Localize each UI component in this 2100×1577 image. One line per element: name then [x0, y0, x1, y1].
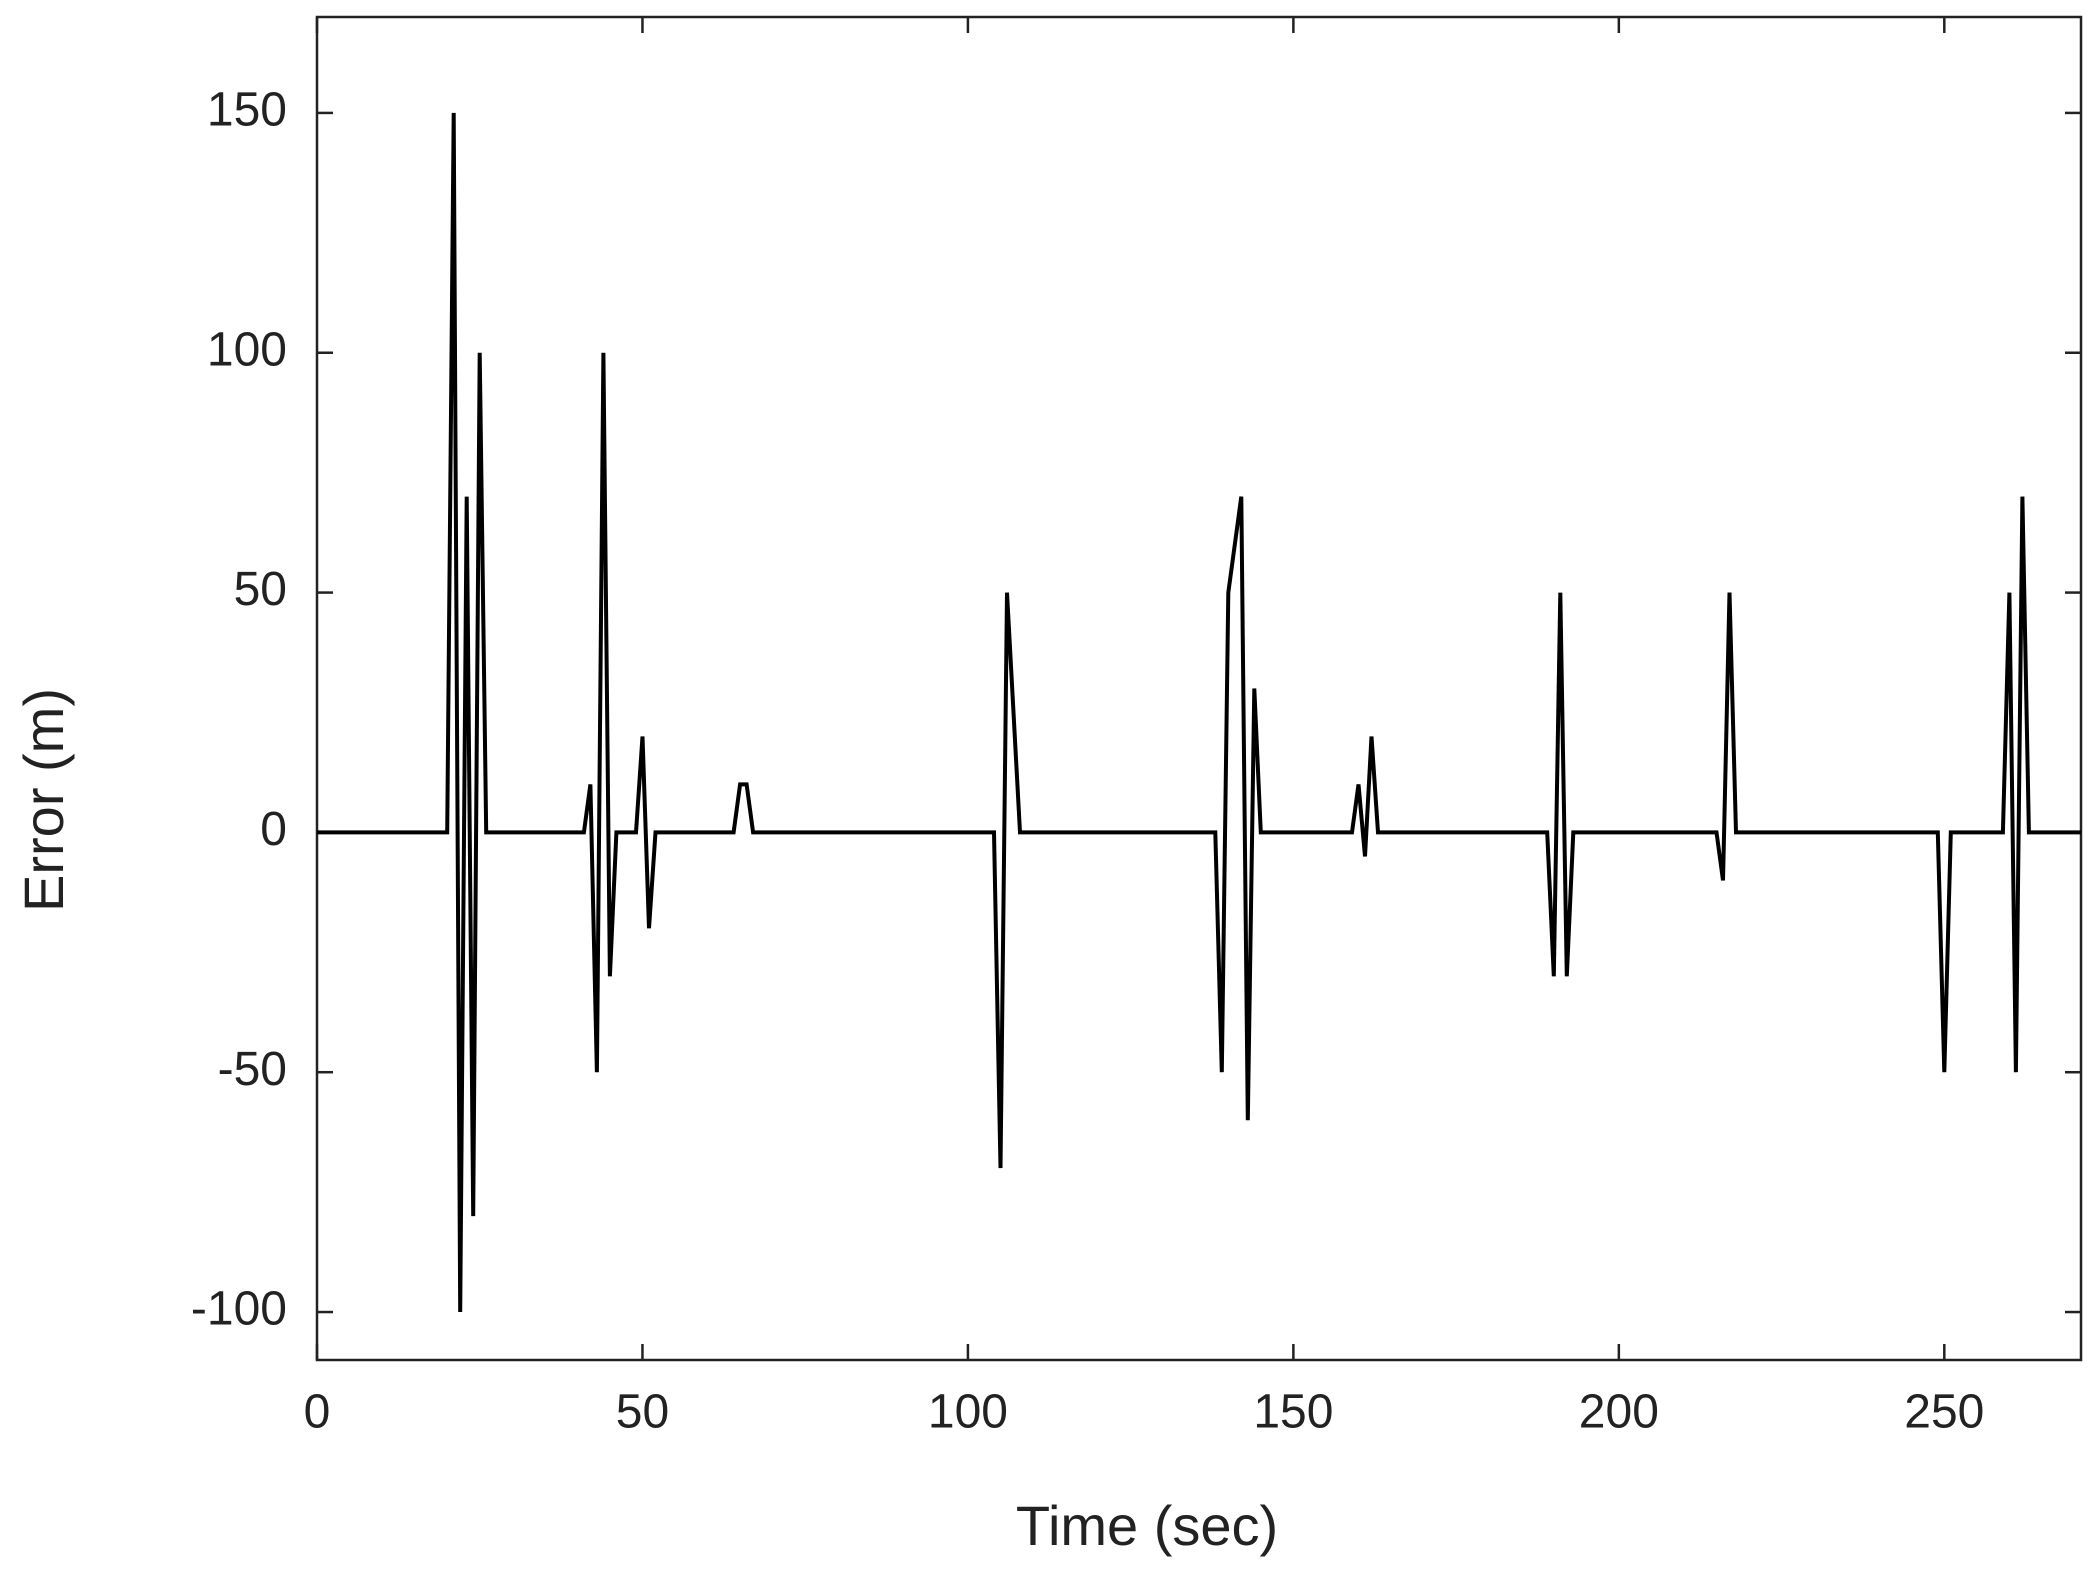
y-tick-label: -50: [218, 1043, 287, 1096]
y-tick-label: 50: [234, 563, 287, 616]
y-tick-label: 0: [260, 803, 287, 856]
y-tick-label: -100: [191, 1283, 287, 1336]
x-tick-label: 50: [616, 1386, 669, 1439]
data-line: [317, 112, 2081, 1313]
x-tick-label: 150: [1253, 1386, 1333, 1439]
y-tick-label: 150: [207, 84, 287, 137]
plot-frame: [315, 15, 2083, 1362]
x-tick-label: 250: [1904, 1386, 1984, 1439]
x-tick-label: 100: [928, 1386, 1008, 1439]
y-axis-title: Error (m): [12, 688, 75, 912]
x-tick-label: 200: [1579, 1386, 1659, 1439]
x-tick-label: 0: [304, 1386, 331, 1439]
x-axis-title: Time (sec): [1016, 1494, 1278, 1557]
y-tick-label: 100: [207, 323, 287, 376]
